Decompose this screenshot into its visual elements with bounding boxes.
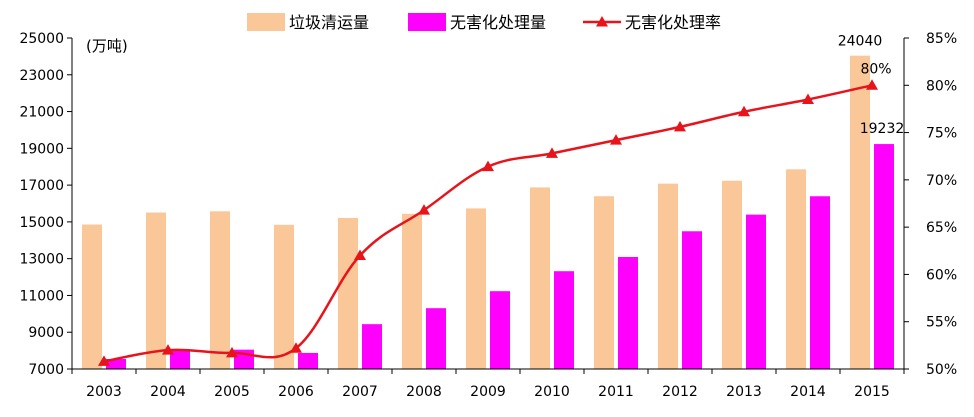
y-left-tick-label: 15000 — [19, 215, 64, 231]
x-tick-label: 2003 — [86, 384, 122, 400]
rate-line-layer — [98, 79, 878, 366]
bar-harmless-treated — [298, 352, 318, 369]
y-right-tick-label: 85% — [926, 31, 957, 47]
value-label-rate-2015: 80% — [860, 61, 891, 77]
bar-harmless-treated — [554, 271, 574, 369]
bar-garbage-collected — [210, 211, 230, 369]
x-tick-label: 2015 — [854, 384, 890, 400]
bar-garbage-collected — [466, 208, 486, 369]
bar-garbage-collected — [82, 224, 102, 369]
y-left-tick-label: 23000 — [19, 68, 64, 84]
x-tick-label: 2006 — [278, 384, 314, 400]
value-label-treated-2015: 19232 — [860, 121, 905, 137]
bars-layer — [82, 55, 894, 370]
rate-marker — [98, 355, 110, 366]
x-tick-label: 2014 — [790, 384, 826, 400]
y-right-tick-label: 60% — [926, 267, 957, 283]
x-tick-label: 2009 — [470, 384, 506, 400]
bar-harmless-treated — [618, 257, 638, 369]
value-label-garbage-2015: 24040 — [838, 34, 883, 50]
bar-garbage-collected — [274, 224, 294, 369]
y-left-tick-label: 17000 — [19, 178, 64, 194]
rate-marker — [418, 204, 430, 215]
x-tick-label: 2005 — [214, 384, 250, 400]
y-axis-left-label: (万吨) — [86, 37, 128, 55]
axes — [71, 38, 905, 370]
bar-garbage-collected — [658, 183, 678, 369]
rate-marker — [354, 249, 366, 261]
legend-swatch-garbage — [247, 13, 285, 31]
x-axis-ticks: 2003 2004 2005 2006 2007 2008 2009 2010 2011 2012… — [71, 369, 905, 400]
y-left-tick-label: 7000 — [28, 362, 64, 378]
legend: 垃圾清运量 无害化处理量 无害化处理率 — [247, 13, 721, 32]
value-labels: 24040 19232 80% — [838, 34, 905, 137]
x-tick-label: 2008 — [406, 384, 442, 400]
y-right-tick-label: 70% — [926, 173, 957, 189]
x-tick-label: 2010 — [534, 384, 570, 400]
y-right-tick-label: 50% — [926, 362, 957, 378]
bar-garbage-collected — [402, 213, 422, 369]
bar-garbage-collected — [850, 55, 870, 370]
bar-garbage-collected — [594, 196, 614, 369]
y-left-tick-label: 13000 — [19, 252, 64, 268]
bar-garbage-collected — [146, 212, 166, 369]
legend-marker-rate — [596, 16, 608, 27]
legend-label-garbage: 垃圾清运量 — [289, 13, 369, 32]
y-left-tick-label: 19000 — [19, 141, 64, 157]
y-axis-left-ticks: 7000 9000 11000 13000 15000 17000 19000 21000 23… — [19, 31, 72, 378]
rate-marker — [802, 93, 814, 104]
bar-harmless-treated — [106, 358, 126, 369]
legend-label-treated: 无害化处理量 — [450, 13, 546, 32]
bar-harmless-treated — [746, 214, 766, 369]
legend-swatch-treated — [408, 13, 446, 31]
bar-garbage-collected — [530, 187, 550, 369]
bar-harmless-treated — [490, 291, 510, 369]
x-tick-label: 2007 — [342, 384, 378, 400]
legend-label-rate: 无害化处理率 — [625, 13, 721, 32]
bar-harmless-treated — [362, 324, 382, 369]
bar-harmless-treated — [426, 308, 446, 369]
bar-garbage-collected — [722, 180, 742, 369]
rate-marker — [610, 134, 622, 145]
y-right-tick-label: 75% — [926, 126, 957, 142]
y-left-tick-label: 9000 — [28, 325, 64, 341]
rate-marker — [674, 120, 686, 132]
y-axis-right-ticks: 50% 55% 60% 65% 70% 75% 80% 85% — [904, 31, 957, 378]
bar-harmless-treated — [874, 144, 894, 369]
y-left-tick-label: 11000 — [19, 288, 64, 304]
rate-marker — [738, 105, 750, 117]
y-left-tick-label: 21000 — [19, 105, 64, 121]
x-tick-label: 2004 — [150, 384, 186, 400]
rate-marker — [290, 342, 302, 353]
x-tick-label: 2013 — [726, 384, 762, 400]
bar-harmless-treated — [810, 196, 830, 369]
y-right-tick-label: 55% — [926, 315, 957, 331]
y-right-tick-label: 65% — [926, 220, 957, 236]
rate-marker — [162, 344, 174, 355]
bar-garbage-collected — [338, 217, 358, 369]
y-right-tick-label: 80% — [926, 78, 957, 94]
bar-harmless-treated — [682, 231, 702, 369]
bar-harmless-treated — [170, 349, 190, 369]
rate-marker — [226, 346, 238, 358]
rate-marker — [546, 147, 558, 158]
rate-marker — [482, 160, 494, 172]
x-tick-label: 2011 — [598, 384, 634, 400]
y-left-tick-label: 25000 — [19, 31, 64, 47]
bar-garbage-collected — [786, 169, 806, 369]
x-tick-label: 2012 — [662, 384, 698, 400]
rate-marker — [866, 79, 878, 90]
